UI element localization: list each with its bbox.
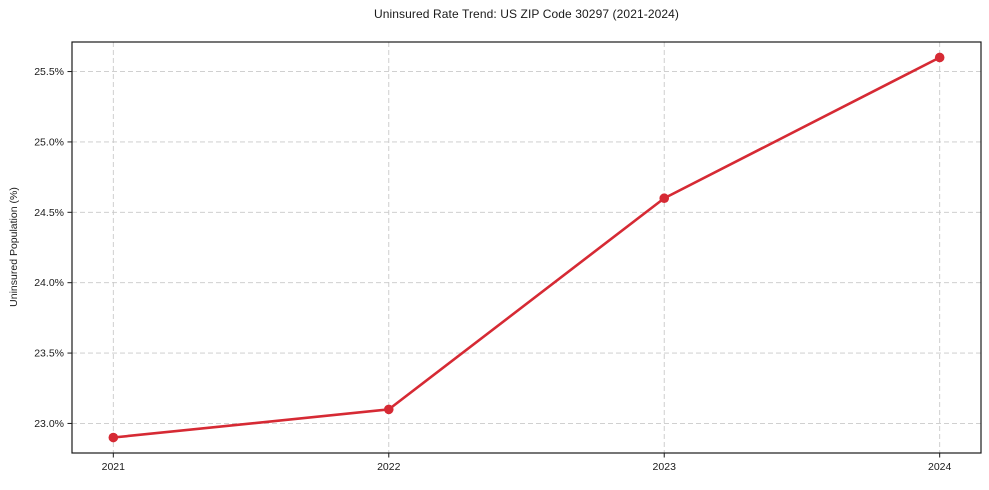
trend-line [112, 56, 941, 439]
data-point [383, 404, 394, 415]
chart-title: Uninsured Rate Trend: US ZIP Code 30297 … [373, 7, 680, 21]
plot-border [71, 41, 982, 454]
y-tick-label: 25.0% [34, 136, 64, 148]
x-tick-label: 2023 [653, 461, 677, 473]
y-tick-label: 24.0% [34, 277, 64, 289]
y-axis-label: Uninsured Population (%) [8, 187, 20, 307]
y-tick-label: 24.5% [34, 207, 64, 219]
data-point [934, 52, 945, 63]
data-point [108, 432, 119, 443]
y-tick-label: 25.5% [34, 66, 64, 78]
y-tick-label: 23.5% [34, 348, 64, 360]
data-point [659, 193, 670, 204]
x-tick-label: 2022 [377, 461, 401, 473]
y-tick-label: 23.0% [34, 418, 64, 430]
x-tick-label: 2024 [928, 461, 952, 473]
x-tick-label: 2021 [102, 461, 126, 473]
